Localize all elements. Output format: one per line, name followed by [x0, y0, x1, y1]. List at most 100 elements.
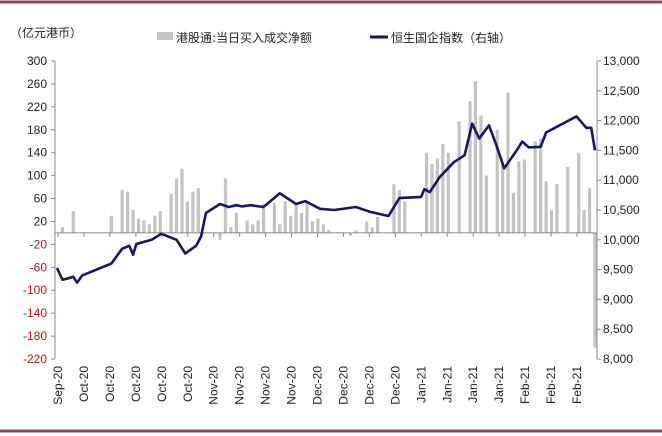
bar — [261, 204, 266, 233]
bar — [234, 212, 238, 233]
left-tick-label: 180 — [27, 123, 47, 137]
x-tick-label: Nov-20 — [233, 366, 247, 405]
bar — [327, 230, 331, 233]
bar — [539, 138, 543, 233]
bar — [549, 210, 554, 233]
bar — [522, 159, 526, 233]
legend-bar-swatch — [157, 32, 173, 40]
bar — [202, 232, 206, 235]
bar — [435, 158, 440, 233]
bar — [544, 181, 548, 233]
right-tick-label: 9,000 — [603, 292, 633, 306]
bar — [424, 152, 429, 233]
bar — [180, 168, 184, 233]
bar — [511, 192, 516, 233]
bar — [272, 203, 276, 233]
bar — [126, 191, 130, 233]
bar — [457, 121, 461, 233]
x-tick-label: Feb-21 — [570, 366, 584, 404]
bar — [577, 152, 581, 233]
right-tick-label: 10,500 — [603, 203, 640, 217]
bar — [191, 191, 195, 233]
bar — [403, 201, 407, 233]
bar — [555, 184, 559, 233]
bar — [158, 211, 162, 233]
bar — [566, 167, 570, 233]
bar — [376, 216, 380, 233]
legend-bar-label: 港股通:当日买入成交净额 — [176, 30, 312, 45]
left-tick-label: -140 — [23, 306, 47, 320]
bar — [316, 218, 320, 233]
bar — [153, 215, 157, 233]
legend-line-label: 恒生国企指数（右轴） — [391, 30, 511, 45]
bar — [517, 161, 521, 233]
bar — [533, 141, 537, 233]
bar — [495, 129, 499, 233]
bar — [142, 220, 146, 233]
x-tick-label: Nov-20 — [259, 366, 273, 405]
left-tick-label: -180 — [23, 329, 47, 343]
x-tick-label: Oct-20 — [155, 366, 169, 402]
right-tick-label: 10,000 — [603, 233, 640, 247]
left-tick-label: 20 — [34, 214, 48, 228]
right-tick-label: 11,500 — [603, 143, 639, 157]
bar — [131, 210, 135, 233]
bar — [278, 224, 282, 233]
left-tick-label: 220 — [27, 100, 47, 114]
bar — [587, 188, 592, 233]
x-tick-label: Sep-20 — [51, 366, 65, 405]
bar — [365, 221, 369, 233]
bar — [229, 227, 233, 233]
x-tick-label: Oct-20 — [181, 366, 195, 402]
x-tick-label: Oct-20 — [77, 366, 91, 402]
right-tick-label: 11,000 — [603, 173, 639, 187]
right-tick-label: 12,000 — [603, 114, 640, 128]
bar — [305, 201, 309, 233]
bar — [147, 224, 151, 233]
left-tick-label: 300 — [27, 54, 47, 68]
left-tick-label: -220 — [23, 352, 47, 366]
bar — [501, 164, 505, 233]
bar — [283, 201, 287, 233]
left-tick-label: 140 — [27, 146, 47, 160]
bar — [289, 215, 293, 233]
left-tick-label: -60 — [30, 260, 48, 274]
bar — [370, 227, 374, 233]
x-tick-label: Oct-20 — [129, 366, 143, 402]
bar — [321, 224, 325, 233]
right-tick-label: 8,500 — [603, 322, 633, 336]
bar — [71, 211, 75, 233]
bar — [185, 201, 190, 233]
bar — [294, 204, 298, 233]
x-tick-label: Jan-21 — [466, 366, 480, 403]
bar — [245, 220, 249, 233]
left-tick-label: -20 — [30, 237, 48, 251]
x-tick-label: Jan-21 — [440, 366, 454, 403]
right-tick-label: 9,500 — [603, 263, 633, 277]
bar — [256, 220, 260, 233]
bar — [136, 218, 141, 233]
bar — [169, 193, 173, 233]
bar — [468, 101, 472, 233]
x-tick-label: Jan-21 — [492, 366, 506, 403]
bar — [196, 188, 200, 233]
x-tick-label: Nov-20 — [207, 366, 221, 405]
bar — [348, 232, 353, 236]
bar — [582, 210, 586, 233]
x-tick-label: Feb-21 — [544, 366, 558, 404]
x-tick-label: Nov-20 — [285, 366, 299, 405]
bar — [484, 175, 488, 233]
x-tick-label: Feb-21 — [518, 366, 532, 404]
bar — [218, 232, 222, 240]
bar — [430, 164, 434, 233]
bar — [473, 81, 478, 233]
x-tick-label: Dec-20 — [311, 366, 325, 405]
x-tick-label: Oct-20 — [103, 366, 117, 402]
left-tick-label: -100 — [23, 283, 47, 297]
right-tick-label: 8,000 — [603, 352, 633, 366]
bar — [120, 189, 124, 233]
bar — [354, 230, 358, 233]
right-tick-label: 13,000 — [603, 54, 640, 68]
bar — [446, 152, 450, 233]
bar — [299, 212, 304, 233]
